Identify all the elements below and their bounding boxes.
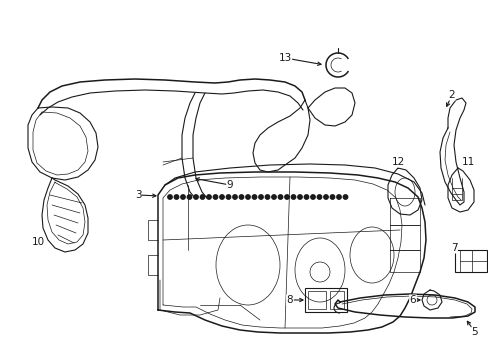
Circle shape (239, 195, 243, 199)
Text: 10: 10 (31, 237, 44, 247)
Circle shape (297, 195, 302, 199)
Circle shape (323, 195, 327, 199)
Text: 6: 6 (409, 295, 415, 305)
Circle shape (206, 195, 211, 199)
Circle shape (278, 195, 282, 199)
Bar (305, 288, 346, 312)
Text: 2: 2 (448, 90, 454, 100)
Circle shape (291, 195, 295, 199)
Bar (454, 250, 486, 272)
Text: 9: 9 (226, 180, 233, 190)
Circle shape (252, 195, 256, 199)
Text: 12: 12 (390, 157, 404, 167)
Text: 11: 11 (461, 157, 474, 167)
Circle shape (226, 195, 230, 199)
Circle shape (284, 195, 288, 199)
Circle shape (200, 195, 204, 199)
Circle shape (187, 195, 191, 199)
Circle shape (336, 195, 341, 199)
Bar (329, 291, 343, 309)
Text: 3: 3 (134, 190, 141, 200)
Circle shape (174, 195, 178, 199)
Circle shape (219, 195, 224, 199)
Text: 5: 5 (471, 327, 477, 337)
Circle shape (193, 195, 198, 199)
Circle shape (181, 195, 185, 199)
Circle shape (213, 195, 217, 199)
Text: 13: 13 (278, 53, 291, 63)
Circle shape (265, 195, 269, 199)
Circle shape (310, 195, 315, 199)
Circle shape (304, 195, 308, 199)
Circle shape (329, 195, 334, 199)
Circle shape (258, 195, 263, 199)
Circle shape (343, 195, 347, 199)
Text: 7: 7 (450, 243, 456, 253)
Circle shape (245, 195, 250, 199)
Circle shape (317, 195, 321, 199)
Circle shape (167, 195, 172, 199)
Circle shape (232, 195, 237, 199)
Text: 8: 8 (286, 295, 293, 305)
Bar (307, 291, 325, 309)
Circle shape (271, 195, 276, 199)
